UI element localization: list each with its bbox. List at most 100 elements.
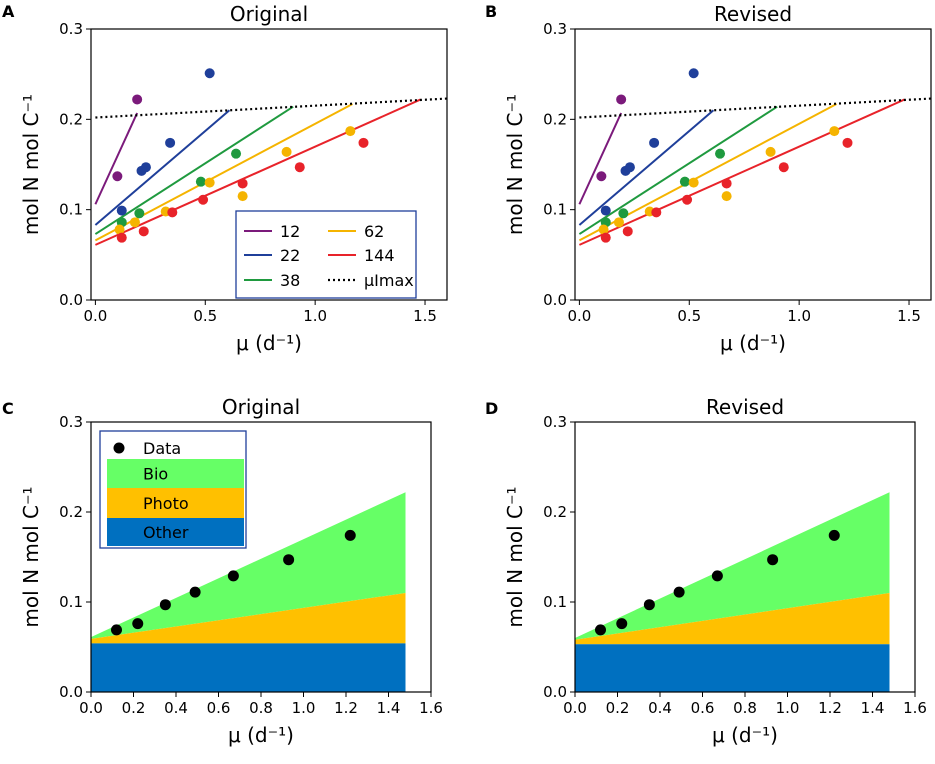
data-point	[189, 586, 201, 598]
x-tick-label: 1.6	[419, 699, 443, 717]
data-point-144	[778, 162, 789, 173]
data-point-62	[129, 217, 140, 228]
data-point	[767, 554, 779, 566]
chart-title: Revised	[714, 2, 792, 26]
x-tick-label: 0.0	[567, 307, 591, 325]
data-point-38	[134, 208, 145, 219]
data-point-144	[138, 226, 149, 237]
data-point-22	[204, 68, 215, 79]
data-point-22	[165, 137, 176, 148]
fit-line-38	[94, 105, 294, 235]
data-point-62	[829, 126, 840, 137]
data-point	[344, 529, 356, 541]
panel-label: B	[485, 2, 497, 21]
y-tick-label: 0.1	[59, 593, 83, 611]
plot-frame	[574, 28, 932, 301]
data-point	[643, 599, 655, 611]
legend-label-other: Other	[143, 523, 189, 542]
x-axis-label: μ (d⁻¹)	[712, 723, 778, 747]
data-point	[283, 554, 295, 566]
data-point	[159, 599, 171, 611]
data-point-38	[195, 176, 206, 187]
legend-swatch-bio	[107, 459, 244, 488]
data-point-12	[132, 94, 143, 105]
x-tick-label: 0.6	[207, 699, 231, 717]
y-tick-label: 0.0	[59, 291, 83, 309]
data-point-38	[231, 148, 242, 159]
x-tick-label: 0.2	[122, 699, 146, 717]
chart-title: Original	[230, 2, 308, 26]
data-point-62	[721, 191, 732, 202]
x-tick-label: 1.0	[776, 699, 800, 717]
data-point-144	[237, 178, 248, 189]
legend-label-38: 38	[280, 271, 300, 290]
x-tick-label: 0.5	[193, 307, 217, 325]
legend-label-bio: Bio	[143, 465, 168, 484]
data-point-144	[358, 137, 369, 148]
data-point-144	[622, 226, 633, 237]
fit-line-12	[578, 112, 623, 205]
data-point	[227, 570, 239, 582]
x-tick-label: 1.0	[303, 307, 327, 325]
data-point	[673, 586, 685, 598]
y-tick-label: 0.3	[543, 413, 567, 431]
data-point	[828, 529, 840, 541]
y-tick-label: 0.3	[59, 413, 83, 431]
data-point-62	[204, 177, 215, 188]
legend-label-data: Data	[143, 439, 181, 458]
legend-label-photo: Photo	[143, 494, 189, 513]
area-photo	[91, 593, 406, 644]
x-tick-label: 0.8	[733, 699, 757, 717]
data-point-12	[596, 171, 607, 182]
x-tick-label: 0.4	[164, 699, 188, 717]
data-point	[595, 624, 606, 636]
panel-label: C	[2, 399, 14, 418]
data-point-144	[198, 194, 209, 205]
x-tick-label: 1.2	[334, 699, 358, 717]
data-point-144	[294, 162, 305, 173]
x-tick-label: 0.0	[79, 699, 103, 717]
area-other	[575, 644, 890, 692]
fit-line-12	[94, 112, 139, 205]
data-point-22	[649, 137, 660, 148]
y-tick-label: 0.3	[543, 20, 567, 38]
data-point-62	[598, 224, 609, 235]
data-point-22	[624, 162, 635, 173]
data-point-38	[679, 176, 690, 187]
legend: 12 22 38 62 144 μImax	[235, 210, 417, 299]
data-point-22	[140, 162, 151, 173]
y-tick-label: 0.1	[59, 201, 83, 219]
panel-a: A Original 0.0 0.5 1.0 1.5 0.0 0.1 0.2 0.3 μ (d⁻¹)…	[2, 2, 448, 355]
data-point	[711, 570, 723, 582]
area-photo	[575, 593, 890, 645]
y-tick-label: 0.0	[59, 683, 83, 701]
y-tick-label: 0.1	[543, 201, 567, 219]
panel-d: D Revised 0.0 0.2 0.4 0.6 0.8 1.0 1.2 1.4 1.6 0.0 0.…	[485, 395, 927, 747]
x-tick-label: 1.4	[861, 699, 885, 717]
data-point-144	[721, 178, 732, 189]
panel-label: D	[485, 399, 498, 418]
data-point-22	[600, 205, 611, 216]
chart-title: Revised	[706, 395, 784, 419]
x-tick-label: 0.6	[691, 699, 715, 717]
data-point-144	[842, 137, 853, 148]
data-point-12	[112, 171, 123, 182]
data-point-12	[616, 94, 627, 105]
data-point-144	[651, 207, 662, 218]
y-axis-label: mol N mol C⁻¹	[503, 486, 527, 627]
data-point-22	[688, 68, 699, 79]
x-tick-label: 0.0	[563, 699, 587, 717]
data-point-144	[682, 194, 693, 205]
data-point-62	[613, 217, 624, 228]
data-point	[132, 618, 144, 630]
fit-line-38	[578, 105, 778, 235]
x-tick-label: 1.0	[787, 307, 811, 325]
legend-label-12: 12	[280, 222, 300, 241]
y-axis-label: mol N mol C⁻¹	[503, 94, 527, 235]
legend-label-22: 22	[280, 246, 300, 265]
y-tick-label: 0.2	[543, 503, 567, 521]
data-point-144	[167, 207, 178, 218]
fit-line-144	[578, 98, 906, 246]
x-tick-label: 1.4	[377, 699, 401, 717]
